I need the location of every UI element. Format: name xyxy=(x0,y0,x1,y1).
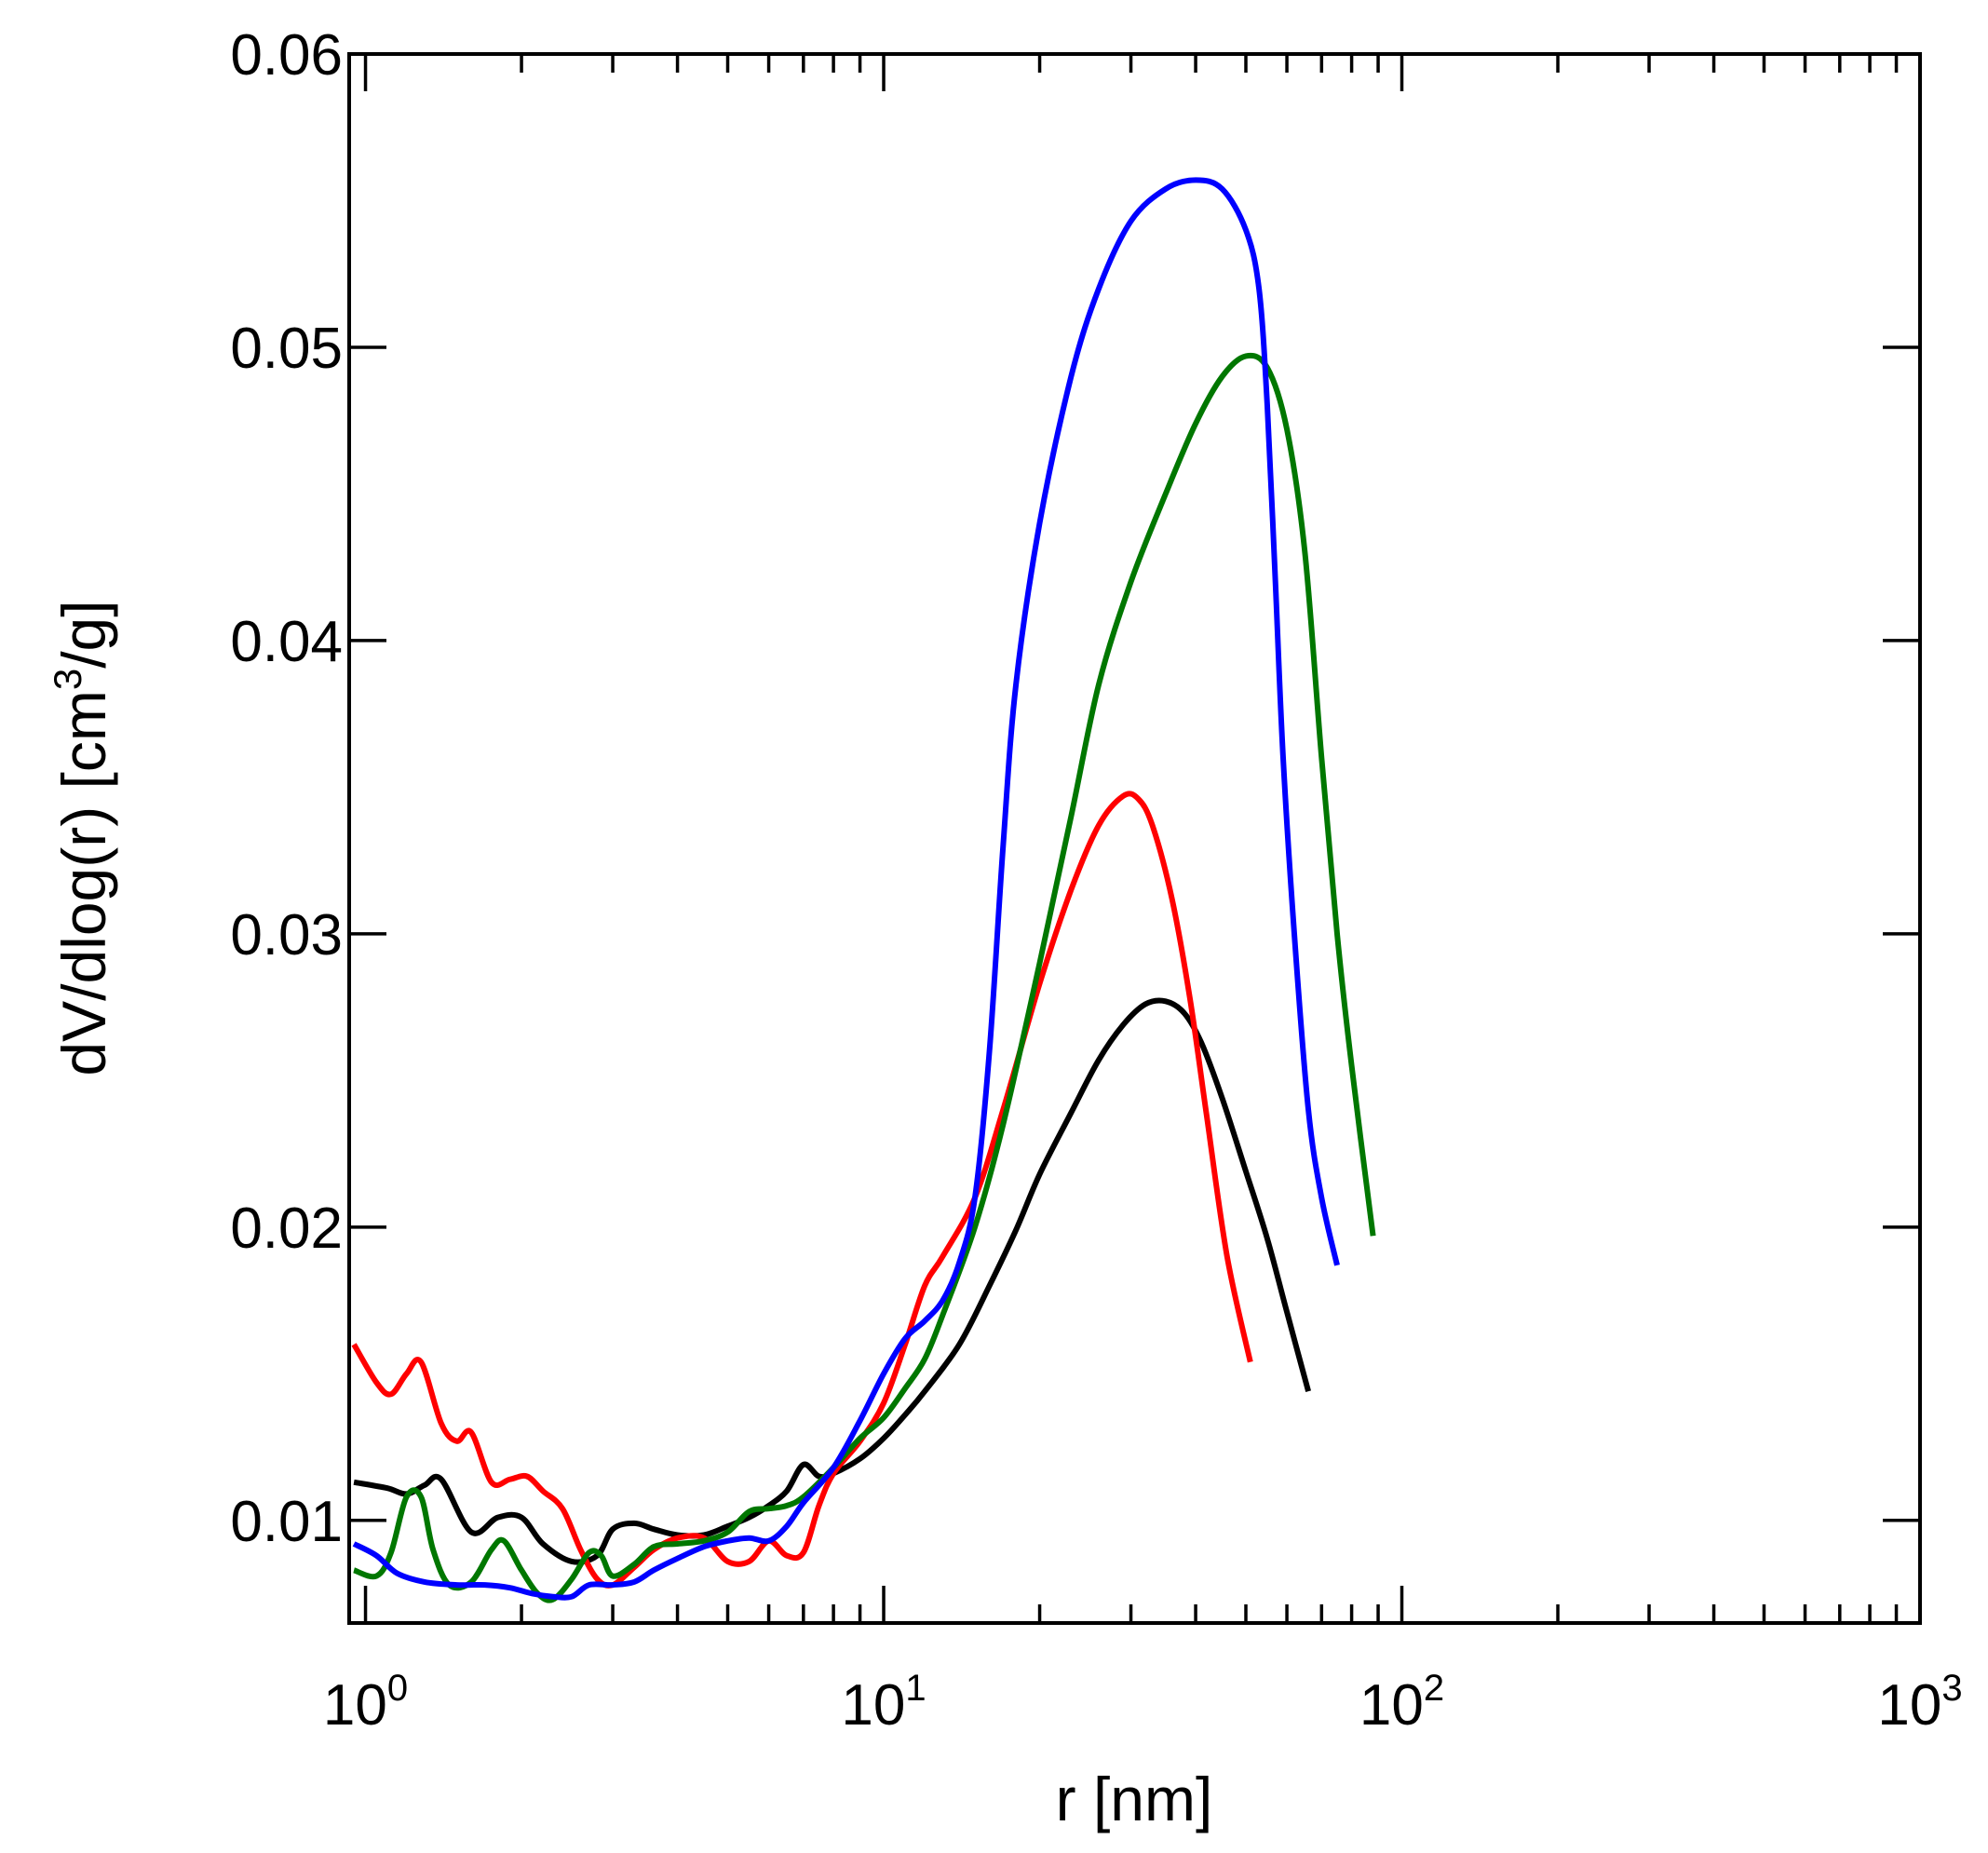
y-axis-title-main: dV/dlog(r) [cm xyxy=(49,690,118,1075)
y-axis-title-tail: /g] xyxy=(49,600,118,668)
y-tick-label: 0.01 xyxy=(230,1490,343,1554)
x-axis-title: r [nm] xyxy=(1056,1765,1213,1833)
tick-layer xyxy=(349,52,1920,1623)
x-tick-label: 101 xyxy=(841,1668,926,1738)
y-tick-label: 0.05 xyxy=(230,317,343,381)
y-tick-label: 0.02 xyxy=(230,1197,343,1261)
series-blue-line xyxy=(352,177,1340,1601)
y-axis-title: dV/dlog(r) [cm3/g] xyxy=(46,600,118,1075)
series-layer xyxy=(351,177,1376,1603)
x-tick-labels: 100 101 102 103 xyxy=(323,1668,1963,1738)
x-tick-label: 100 xyxy=(323,1668,408,1738)
series-red-line xyxy=(351,791,1253,1589)
plot-frame xyxy=(347,52,1922,1625)
y-tick-label: 0.06 xyxy=(230,23,343,88)
y-tick-label: 0.04 xyxy=(230,610,343,674)
y-tick-labels: 0.01 0.02 0.03 0.04 0.05 0.06 xyxy=(230,23,343,1554)
x-tick-label: 103 xyxy=(1877,1668,1962,1738)
y-tick-label: 0.03 xyxy=(230,903,343,967)
x-tick-label: 102 xyxy=(1359,1668,1444,1738)
y-axis-title-superscript: 3 xyxy=(46,669,89,690)
